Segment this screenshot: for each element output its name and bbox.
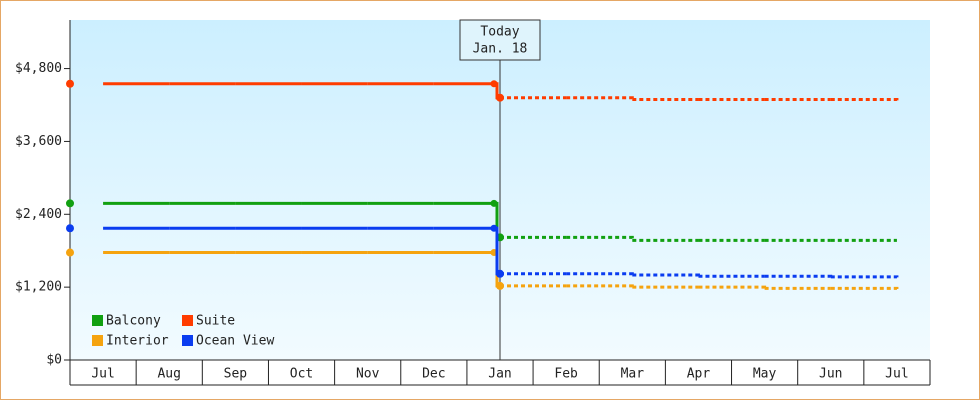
x-tick-label: Jul (91, 367, 114, 382)
legend-swatch (182, 315, 193, 326)
y-tick-label: $1,200 (15, 280, 62, 295)
x-tick-label: Sep (224, 367, 248, 382)
legend-label: Balcony (106, 314, 161, 329)
x-tick-label: Jan (488, 367, 511, 382)
today-label: Today (480, 25, 519, 40)
x-tick-label: Apr (687, 367, 711, 382)
legend-label: Ocean View (196, 334, 274, 349)
y-tick-label: $4,800 (15, 61, 62, 76)
x-tick-label: Oct (290, 367, 313, 382)
series-segment (764, 274, 833, 278)
point (490, 199, 498, 207)
x-tick-label: Aug (157, 367, 180, 382)
y-tick-label: $0 (46, 353, 62, 368)
y-tick-label: $2,400 (15, 207, 62, 222)
series-segment (830, 275, 899, 279)
point (66, 248, 74, 257)
series-segment (830, 98, 899, 102)
legend-swatch (92, 315, 103, 326)
legend-label: Suite (196, 314, 235, 329)
x-tick-label: Nov (356, 367, 380, 382)
x-tick-label: Dec (422, 367, 445, 382)
series-segment (566, 235, 634, 241)
legend-label: Interior (106, 334, 169, 349)
point (490, 80, 498, 88)
y-tick-label: $3,600 (15, 134, 62, 149)
legend-swatch (92, 335, 103, 346)
x-tick-label: Jul (885, 367, 908, 382)
legend-swatch (182, 335, 193, 346)
point (66, 79, 74, 88)
series-segment (566, 96, 634, 100)
today-box (459, 19, 541, 61)
point (490, 224, 498, 232)
x-tick-label: Feb (554, 367, 578, 382)
today-date: Jan. 18 (473, 42, 528, 57)
point (66, 199, 74, 208)
x-tick-label: May (753, 367, 777, 382)
point (66, 224, 74, 233)
x-tick-label: Jun (819, 367, 842, 382)
x-tick-label: Mar (621, 367, 645, 382)
series-segment (698, 285, 767, 289)
series-segment (830, 286, 899, 290)
